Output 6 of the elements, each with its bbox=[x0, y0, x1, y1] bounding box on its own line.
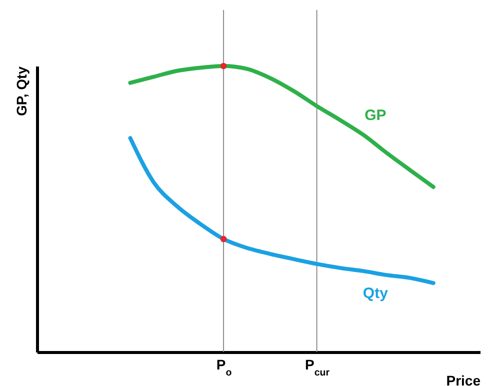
y-axis-title: GP, Qty bbox=[14, 66, 30, 116]
x-tick-label: P$_{cur}$ bbox=[304, 356, 330, 378]
x-axis-title: Price bbox=[446, 372, 481, 386]
x-tick-label: P$_{o}$ bbox=[216, 356, 232, 378]
series-label: GP bbox=[364, 106, 386, 124]
series-label: Qty bbox=[362, 285, 389, 302]
